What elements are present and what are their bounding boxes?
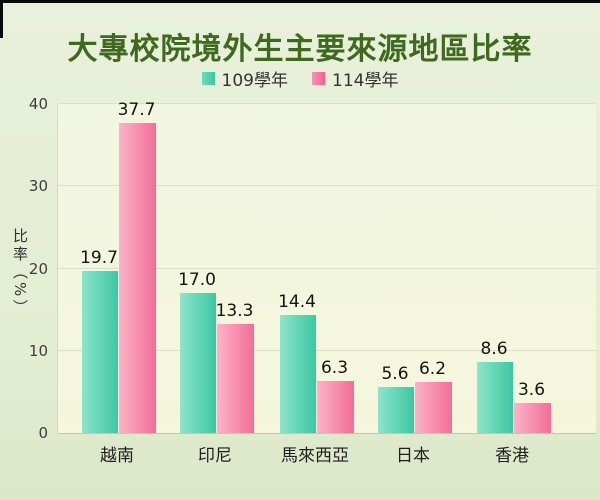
value-label-109學年-日本: 5.6 [381, 364, 409, 384]
plot-area [57, 103, 596, 434]
value-label-109學年-越南: 19.7 [80, 248, 118, 268]
gridline-40 [58, 103, 596, 104]
y-tick-20: 20 [28, 259, 48, 278]
chart-title: 大專校院境外生主要來源地區比率 [67, 32, 533, 67]
bar-109學年-馬來西亞 [280, 315, 316, 433]
x-label-印尼: 印尼 [198, 446, 232, 466]
bar-109學年-越南 [82, 271, 118, 433]
value-label-114學年-越南: 37.7 [117, 100, 156, 120]
bar-109學年-日本 [378, 387, 414, 433]
bar-109學年-印尼 [180, 293, 216, 433]
legend-swatch-109 [201, 71, 215, 85]
gridline-20 [58, 267, 596, 269]
legend: 109學年 114學年 [0, 66, 600, 91]
bar-114學年-越南 [119, 123, 156, 433]
gridline-10 [58, 349, 596, 351]
x-label-馬來西亞: 馬來西亞 [281, 446, 349, 466]
x-label-越南: 越南 [100, 446, 134, 466]
y-tick-40: 40 [28, 95, 48, 113]
x-label-香港: 香港 [495, 446, 529, 466]
value-label-114學年-香港: 3.6 [517, 380, 546, 400]
x-axis-line [58, 433, 596, 434]
gridline-30 [58, 185, 596, 187]
y-axis-title: 比率（%） [11, 228, 29, 318]
value-label-114學年-馬來西亞: 6.3 [320, 358, 349, 378]
legend-label-114: 114學年 [332, 70, 399, 91]
bar-114學年-日本 [415, 382, 452, 433]
bar-114學年-香港 [514, 403, 551, 433]
legend-item-109: 109學年 [201, 66, 288, 91]
value-label-109學年-馬來西亞: 14.4 [278, 292, 316, 312]
legend-item-114: 114學年 [312, 66, 398, 91]
value-label-109學年-香港: 8.6 [480, 339, 508, 359]
value-label-114學年-印尼: 13.3 [215, 301, 254, 321]
value-label-114學年-日本: 6.2 [418, 359, 447, 379]
x-label-日本: 日本 [396, 446, 430, 466]
y-tick-30: 30 [28, 177, 48, 196]
value-label-109學年-印尼: 17.0 [178, 270, 216, 290]
top-edge-strip [0, 0, 600, 3]
bar-114學年-印尼 [217, 324, 254, 433]
legend-label-109: 109學年 [221, 70, 288, 91]
left-edge-strip [0, 0, 3, 38]
y-tick-0: 0 [38, 424, 48, 442]
bar-109學年-香港 [477, 362, 513, 433]
legend-swatch-114 [312, 71, 325, 85]
y-tick-10: 10 [28, 341, 48, 360]
bar-114學年-馬來西亞 [317, 381, 354, 433]
